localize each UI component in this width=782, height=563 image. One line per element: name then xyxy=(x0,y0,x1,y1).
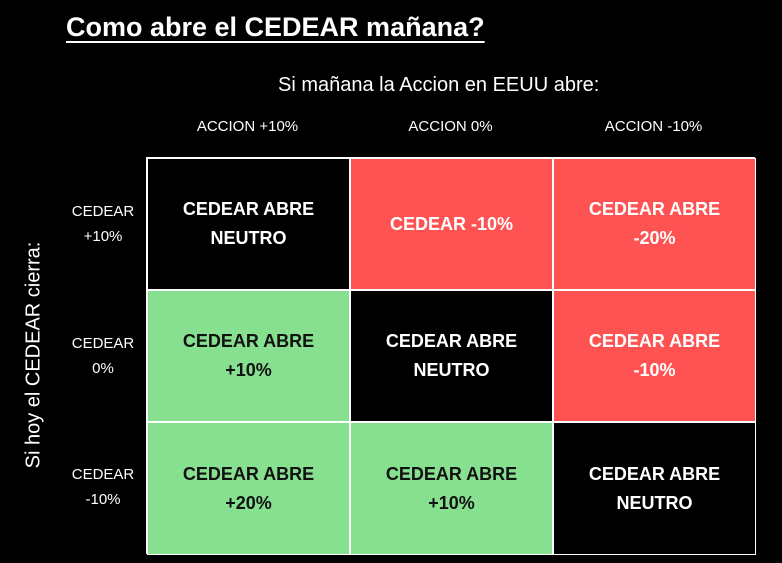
column-header-accion-minus-10: ACCION -10% xyxy=(604,118,703,135)
cell-r3-c3: CEDEAR ABRE NEUTRO xyxy=(553,422,756,555)
cell-r1-c2: CEDEAR -10% xyxy=(350,158,553,290)
column-axis-caption: Si mañana la Accion en EEUU abre: xyxy=(278,74,600,96)
scenario-matrix: CEDEAR ABRE NEUTRO CEDEAR -10% CEDEAR AB… xyxy=(146,157,756,555)
cell-r2-c1: CEDEAR ABRE +10% xyxy=(147,290,350,422)
cell-r2-c2: CEDEAR ABRE NEUTRO xyxy=(350,290,553,422)
row-header-cedear-plus-10: CEDEAR +10% xyxy=(71,203,135,245)
row-header-cedear-0: CEDEAR 0% xyxy=(71,335,135,377)
column-header-accion-plus-10: ACCION +10% xyxy=(196,118,299,135)
page-title: Como abre el CEDEAR mañana? xyxy=(66,12,485,42)
cell-r2-c3: CEDEAR ABRE -10% xyxy=(553,290,756,422)
row-header-cedear-minus-10: CEDEAR -10% xyxy=(71,466,135,508)
cell-r1-c3: CEDEAR ABRE -20% xyxy=(553,158,756,290)
cell-r3-c2: CEDEAR ABRE +10% xyxy=(350,422,553,555)
cell-r1-c1: CEDEAR ABRE NEUTRO xyxy=(147,158,350,290)
cell-r3-c1: CEDEAR ABRE +20% xyxy=(147,422,350,555)
column-header-accion-0: ACCION 0% xyxy=(408,118,493,135)
row-axis-caption: Si hoy el CEDEAR cierra: xyxy=(22,241,45,469)
